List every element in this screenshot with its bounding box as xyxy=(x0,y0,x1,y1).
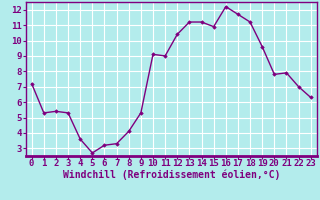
X-axis label: Windchill (Refroidissement éolien,°C): Windchill (Refroidissement éolien,°C) xyxy=(62,170,280,180)
